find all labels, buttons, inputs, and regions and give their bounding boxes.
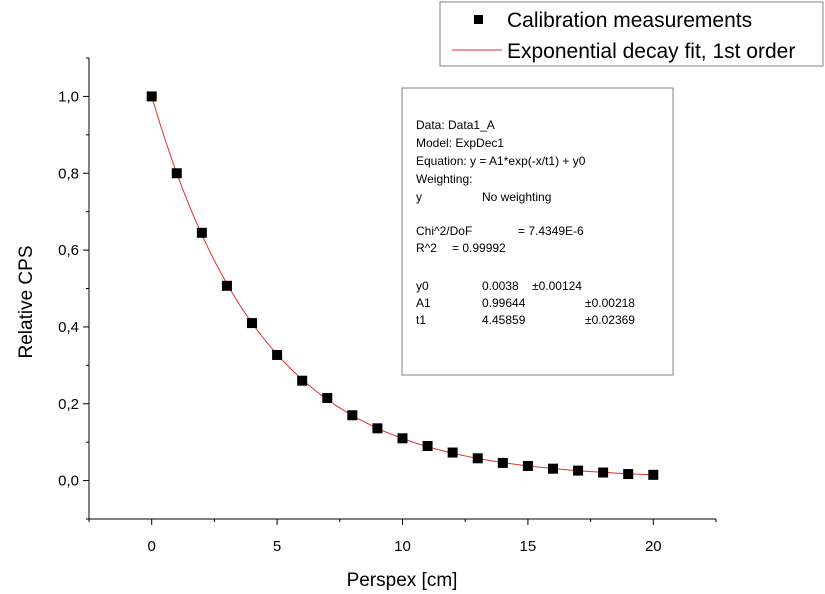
stats-chi2-value: = 7.4349E-6: [518, 224, 584, 238]
legend: Calibration measurements Exponential dec…: [439, 1, 824, 67]
data-point: [171, 168, 182, 179]
x-tick-label: 5: [273, 538, 281, 555]
x-axis-title: Perspex [cm]: [347, 570, 458, 591]
data-point: [623, 469, 634, 480]
x-tick-label: 0: [148, 538, 156, 555]
data-point: [648, 469, 659, 480]
stats-param-error: ±0.00124: [532, 279, 582, 293]
x-ticks: 0 5 10 15 20: [88, 519, 717, 555]
stats-r2-label: R^2: [416, 241, 437, 255]
stats-data-line: Data: Data1_A: [416, 118, 495, 132]
y-ticks: 0,0 0,2 0,4 0,6 0,8 1,0: [58, 57, 89, 520]
legend-box: [439, 1, 824, 67]
stats-r2-value: = 0.99992: [452, 241, 506, 255]
data-point: [146, 91, 157, 102]
stats-weighting-value: No weighting: [482, 190, 551, 204]
stats-box-frame: [401, 87, 674, 376]
stats-param-value: 4.45859: [482, 313, 526, 327]
data-point: [196, 227, 207, 238]
data-point: [497, 457, 508, 468]
data-point: [472, 453, 483, 464]
stats-param-value: 0.99644: [482, 296, 526, 310]
stats-param-name: t1: [416, 313, 426, 327]
y-axis-title: Relative CPS: [16, 246, 37, 359]
data-point: [447, 447, 458, 458]
stats-param-error: ±0.00218: [585, 296, 635, 310]
data-point: [272, 349, 283, 360]
fit-stats-box: Data: Data1_A Model: ExpDec1 Equation: y…: [401, 87, 674, 376]
stats-model-line: Model: ExpDec1: [416, 136, 504, 150]
data-point: [347, 410, 358, 421]
data-point: [221, 280, 232, 291]
data-point: [297, 375, 308, 386]
stats-weighting-line: Weighting:: [416, 172, 472, 186]
data-point: [247, 318, 258, 329]
data-point: [598, 467, 609, 478]
x-tick-label: 20: [645, 538, 662, 555]
data-point: [397, 433, 408, 444]
y-tick-label: 0,4: [58, 319, 79, 336]
data-point: [522, 460, 533, 471]
y-tick-label: 0,6: [58, 242, 79, 259]
stats-param-name: y0: [416, 279, 429, 293]
y-tick-label: 0,8: [58, 165, 79, 182]
data-point: [573, 465, 584, 476]
stats-param-error: ±0.02369: [585, 313, 635, 327]
stats-chi2-label: Chi^2/DoF: [416, 224, 472, 238]
legend-label-fit: Exponential decay fit, 1st order: [507, 40, 795, 63]
data-point: [372, 423, 383, 434]
y-tick-label: 0,0: [58, 473, 79, 490]
data-point: [547, 463, 558, 474]
y-tick-label: 0,2: [58, 396, 79, 413]
legend-label-measurements: Calibration measurements: [507, 9, 752, 32]
x-tick-label: 15: [520, 538, 537, 555]
x-tick-label: 10: [394, 538, 411, 555]
data-points-layer: [146, 91, 659, 480]
stats-equation-line: Equation: y = A1*exp(-x/t1) + y0: [416, 154, 586, 168]
data-point: [322, 392, 333, 403]
stats-param-value: 0.0038: [482, 279, 519, 293]
legend-marker-square-icon: [474, 15, 483, 24]
y-tick-label: 1,0: [58, 88, 79, 105]
stats-param-name: A1: [416, 296, 431, 310]
axes: 0 5 10 15 20 0,0 0,2 0,4 0,6 0,8 1,0: [58, 57, 717, 555]
data-point: [422, 441, 433, 452]
stats-weighting-key: y: [416, 190, 422, 204]
